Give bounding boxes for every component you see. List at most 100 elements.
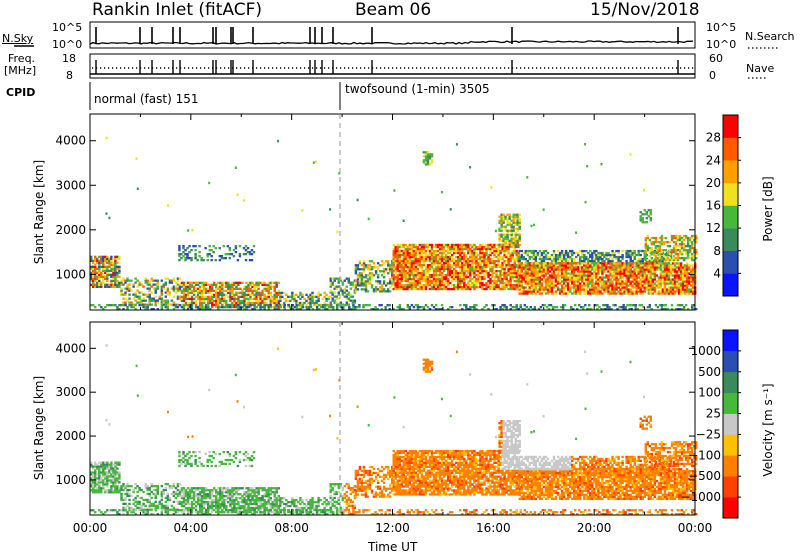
power-cell	[603, 276, 606, 279]
power-cell	[502, 233, 505, 236]
power-cell	[658, 245, 662, 248]
power-cell	[227, 295, 230, 298]
power-cell	[647, 268, 651, 271]
power-cell	[637, 249, 640, 253]
power-cell	[172, 279, 176, 282]
power-cell	[287, 305, 290, 309]
power-cell	[430, 265, 434, 269]
power-cell	[459, 263, 462, 267]
power-cell	[420, 243, 424, 247]
power-cell	[239, 308, 242, 311]
power-cell	[650, 249, 654, 252]
power-cell	[434, 281, 438, 285]
power-cell	[174, 281, 178, 284]
power-cell	[666, 257, 670, 260]
power-cell	[162, 285, 166, 288]
power-cell	[585, 278, 588, 281]
power-cell	[569, 268, 572, 271]
power-cell	[408, 245, 412, 249]
power-cell	[651, 264, 655, 267]
power-cell	[599, 286, 602, 289]
power-cell	[336, 306, 339, 309]
power-cell	[621, 266, 624, 269]
power-cell	[307, 295, 310, 298]
power-cell	[583, 278, 586, 281]
power-cell	[625, 270, 628, 273]
power-cell	[366, 304, 369, 307]
power-cell	[573, 284, 576, 287]
power-cell	[402, 243, 406, 247]
power-cell	[633, 272, 636, 275]
power-cell	[126, 285, 129, 288]
power-cell	[184, 295, 188, 298]
power-cell	[639, 211, 642, 214]
power-cell	[110, 261, 113, 264]
power-cell	[554, 266, 558, 269]
power-cell	[543, 304, 547, 307]
power-cell	[400, 285, 404, 289]
power-cell	[625, 272, 628, 275]
power-cell	[469, 257, 472, 261]
power-cell	[146, 295, 149, 298]
power-cell	[608, 306, 611, 309]
power-cell	[394, 285, 397, 289]
power-cell	[671, 270, 675, 273]
power-cell	[398, 279, 402, 283]
power-cell	[467, 279, 470, 283]
power-cell	[664, 253, 668, 256]
power-cell	[613, 292, 616, 295]
power-cell	[442, 275, 446, 279]
power-cell	[459, 265, 462, 269]
power-cell	[102, 273, 105, 276]
power-cell	[465, 247, 468, 251]
power-cell	[188, 297, 192, 301]
power-cell	[534, 282, 538, 285]
power-cell	[562, 288, 566, 291]
power-cell	[396, 245, 399, 249]
power-cell	[619, 259, 622, 263]
power-cell	[392, 251, 395, 255]
power-cell	[442, 247, 446, 251]
power-cell	[416, 308, 420, 311]
power-cell	[457, 273, 460, 277]
power-cell	[652, 243, 656, 246]
power-cell	[627, 262, 630, 265]
power-cell	[416, 283, 420, 287]
power-cell	[463, 243, 466, 247]
power-cell	[110, 263, 113, 266]
power-cell	[637, 276, 640, 279]
power-cell	[562, 257, 566, 261]
power-cell	[209, 297, 212, 301]
power-cell	[378, 270, 382, 273]
power-cell	[398, 253, 402, 257]
power-cell	[332, 306, 335, 309]
power-cell	[275, 293, 278, 296]
power-cell	[665, 288, 669, 291]
power-cell	[522, 267, 526, 271]
power-cell	[461, 247, 464, 251]
power-cell	[499, 275, 502, 279]
power-cell	[673, 276, 677, 279]
power-cell	[275, 308, 278, 311]
power-cell	[467, 269, 470, 273]
power-cell	[414, 257, 418, 261]
power-cell	[453, 269, 456, 273]
power-cell	[331, 293, 334, 296]
power-cell	[508, 213, 511, 216]
power-cell	[186, 255, 189, 258]
power-cell	[552, 249, 556, 253]
power-cell	[625, 288, 628, 291]
power-cell	[463, 251, 466, 255]
power-cell	[657, 292, 661, 295]
power-cell	[662, 255, 666, 258]
power-cell	[516, 215, 519, 218]
power-cell	[645, 221, 649, 224]
power-cell	[190, 295, 194, 298]
power-cell	[207, 297, 210, 301]
power-cell	[469, 255, 472, 259]
power-cell	[643, 288, 647, 291]
power-cell	[621, 268, 624, 271]
power-cell	[643, 282, 647, 285]
power-cell	[692, 292, 695, 295]
power-cell	[609, 264, 612, 267]
